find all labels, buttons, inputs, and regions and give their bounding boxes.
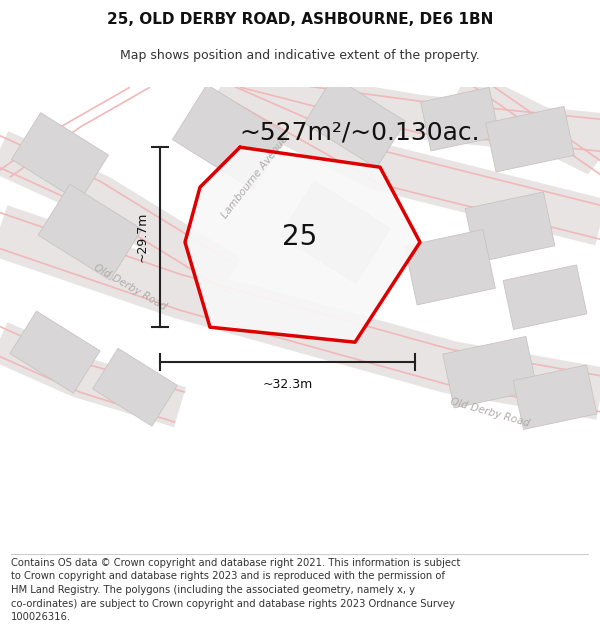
Polygon shape xyxy=(304,76,406,168)
Polygon shape xyxy=(485,106,574,172)
Polygon shape xyxy=(185,147,420,342)
Text: 25, OLD DERBY ROAD, ASHBOURNE, DE6 1BN: 25, OLD DERBY ROAD, ASHBOURNE, DE6 1BN xyxy=(107,12,493,28)
Text: Old Derby Road: Old Derby Road xyxy=(449,396,531,428)
Text: Old Derby Road: Old Derby Road xyxy=(92,262,168,312)
Polygon shape xyxy=(38,184,142,280)
Polygon shape xyxy=(513,365,597,429)
Text: ~527m²/~0.130ac.: ~527m²/~0.130ac. xyxy=(239,120,481,144)
Text: Map shows position and indicative extent of the property.: Map shows position and indicative extent… xyxy=(120,49,480,62)
Polygon shape xyxy=(465,192,555,262)
Polygon shape xyxy=(503,265,587,329)
Polygon shape xyxy=(92,348,178,426)
Text: 25: 25 xyxy=(283,223,317,251)
Text: ~29.7m: ~29.7m xyxy=(136,212,149,262)
Polygon shape xyxy=(172,84,287,190)
Text: Lambourne Avenue: Lambourne Avenue xyxy=(220,134,290,220)
Text: Contains OS data © Crown copyright and database right 2021. This information is : Contains OS data © Crown copyright and d… xyxy=(11,558,460,622)
Polygon shape xyxy=(443,336,537,408)
Polygon shape xyxy=(280,181,391,284)
Text: ~32.3m: ~32.3m xyxy=(262,378,313,391)
Polygon shape xyxy=(10,311,100,393)
Polygon shape xyxy=(11,112,109,202)
Polygon shape xyxy=(421,88,499,151)
Polygon shape xyxy=(404,229,496,305)
